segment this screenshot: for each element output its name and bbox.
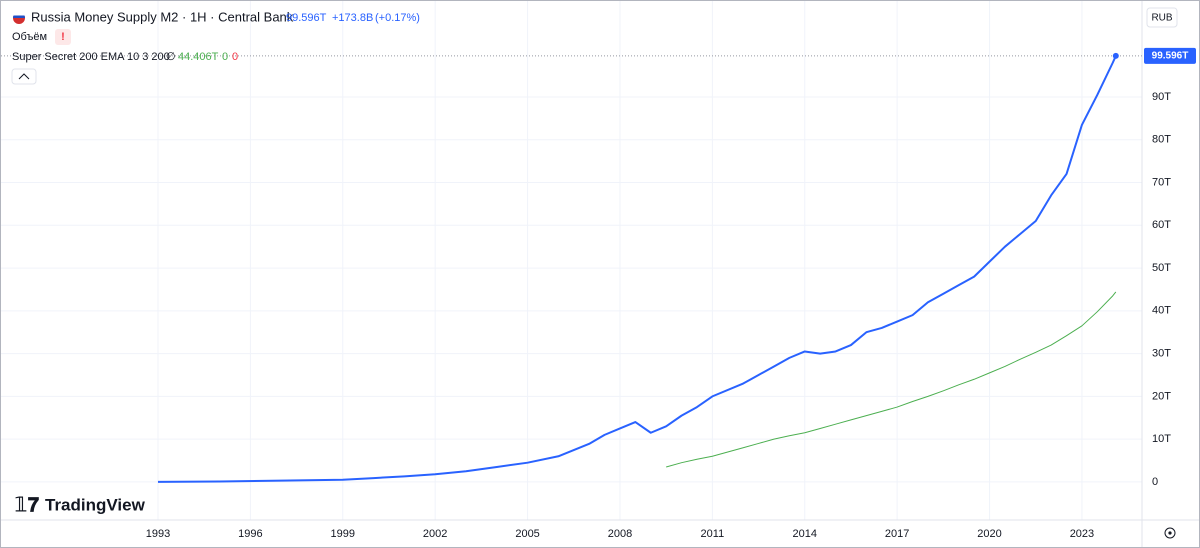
last-point: [1112, 52, 1119, 59]
warning-icon: !: [61, 31, 65, 43]
currency-label: RUB: [1151, 13, 1172, 24]
y-tick-label: 60T: [1152, 219, 1171, 231]
warning-badge[interactable]: [55, 29, 71, 45]
y-tick-label: 30T: [1152, 348, 1171, 360]
x-tick-label: 2008: [608, 528, 632, 540]
flag-icon-white: [13, 11, 25, 16]
y-tick-label: 40T: [1152, 305, 1171, 317]
y-tick-label: 0: [1152, 476, 1158, 488]
y-tick-label: 50T: [1152, 262, 1171, 274]
x-tick-label: 2011: [701, 528, 725, 540]
volume-label[interactable]: Объём: [12, 31, 47, 43]
x-tick-label: 1996: [238, 528, 262, 540]
y-tick-label: 70T: [1152, 176, 1171, 188]
change-pct: (+0.17%): [375, 12, 420, 24]
x-tick-label: 2005: [515, 528, 539, 540]
collapse-icon: [18, 73, 30, 80]
series-line: [666, 291, 1117, 468]
collapse-button[interactable]: [11, 68, 37, 85]
y-tick-label: 80T: [1152, 134, 1171, 146]
y-tick-label: 90T: [1152, 91, 1171, 103]
indicator-value-3: 0: [232, 51, 238, 63]
change: +173.8B: [332, 12, 373, 24]
last-price-label: 99.596T: [1152, 51, 1189, 62]
currency-button[interactable]: [1146, 7, 1178, 28]
x-tick-label: 2020: [977, 528, 1001, 540]
indicator-value-2: 0: [222, 51, 228, 63]
x-tick-label: 2023: [1070, 528, 1094, 540]
logo-mark: 𝟙𝟕: [14, 494, 39, 516]
series-line: [157, 55, 1117, 483]
x-tick-label: 2014: [793, 528, 817, 540]
y-tick-label: 10T: [1152, 433, 1171, 445]
x-tick-label: 1999: [331, 528, 355, 540]
y-tick-label: 20T: [1152, 390, 1171, 402]
brand: TradingView: [45, 495, 146, 514]
settings-icon[interactable]: [1164, 527, 1176, 539]
settings-icon-center: [1168, 531, 1172, 535]
last-price-badge: [1144, 47, 1196, 64]
indicator-label[interactable]: Super Secret 200 EMA 10 3 200: [12, 51, 170, 63]
indicator-value: 44.406T: [178, 51, 219, 63]
symbol-title[interactable]: Russia Money Supply M2 · 1H · Central Ba…: [31, 9, 294, 24]
x-tick-label: 2017: [885, 528, 909, 540]
last-value: 99.596T: [286, 12, 327, 24]
indicator-flag: ∅: [166, 51, 176, 63]
x-tick-label: 2002: [423, 528, 447, 540]
x-tick-label: 1993: [146, 528, 170, 540]
